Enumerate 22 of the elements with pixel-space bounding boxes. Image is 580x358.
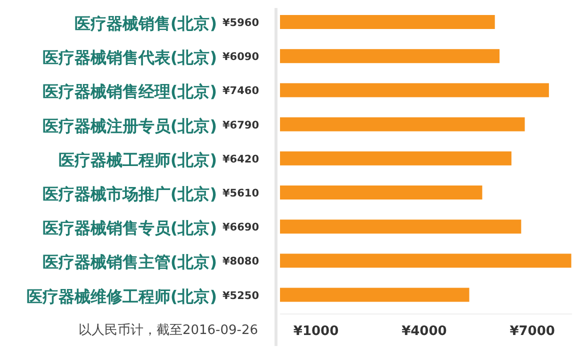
data-label: ¥6690 xyxy=(222,222,259,234)
y-tick-label: 医疗器械注册专员(北京) xyxy=(42,116,217,136)
data-label: ¥5610 xyxy=(222,188,259,200)
x-tick-label: ¥7000 xyxy=(510,324,555,339)
y-tick-label: 医疗器械工程师(北京) xyxy=(58,150,217,170)
data-label: ¥8080 xyxy=(222,256,259,268)
data-label: ¥6090 xyxy=(222,51,259,64)
data-label: ¥6790 xyxy=(222,119,259,132)
x-tick-label: ¥4000 xyxy=(402,324,447,339)
y-tick-label: 医疗器械销售(北京) xyxy=(74,14,217,33)
y-tick-label: 医疗器械销售专员(北京) xyxy=(42,218,217,238)
data-label: ¥6420 xyxy=(222,153,259,166)
data-label: ¥5250 xyxy=(222,290,259,302)
y-tick-label: 医疗器械销售主管(北京) xyxy=(42,252,217,272)
y-tick-label: 医疗器械市场推广(北京) xyxy=(42,184,217,204)
text: 以人民币计，截至2016-09-26 xyxy=(78,323,258,338)
data-label: ¥7460 xyxy=(222,85,259,98)
y-tick-label: 医疗器械维修工程师(北京) xyxy=(26,286,217,306)
y-tick-label: 医疗器械销售代表(北京) xyxy=(42,48,217,68)
data-label: ¥5960 xyxy=(222,17,259,29)
x-tick-label: ¥1000 xyxy=(293,324,339,339)
y-tick-label: 医疗器械销售经理(北京) xyxy=(42,82,217,102)
